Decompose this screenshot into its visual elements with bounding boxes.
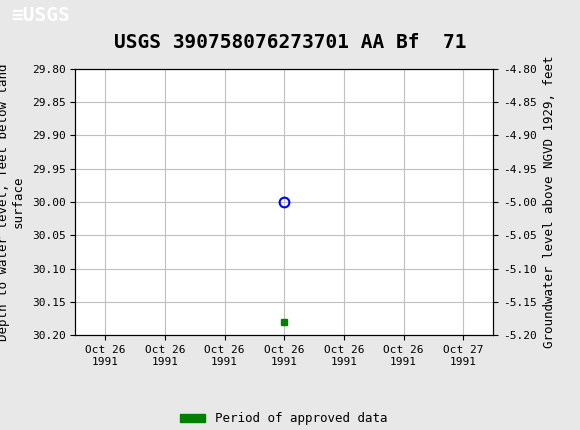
Y-axis label: Groundwater level above NGVD 1929, feet: Groundwater level above NGVD 1929, feet — [543, 56, 556, 348]
Text: USGS 390758076273701 AA Bf  71: USGS 390758076273701 AA Bf 71 — [114, 33, 466, 52]
Y-axis label: Depth to water level, feet below land
surface: Depth to water level, feet below land su… — [0, 63, 25, 341]
Legend: Period of approved data: Period of approved data — [176, 408, 393, 430]
Text: ≡USGS: ≡USGS — [12, 6, 70, 25]
